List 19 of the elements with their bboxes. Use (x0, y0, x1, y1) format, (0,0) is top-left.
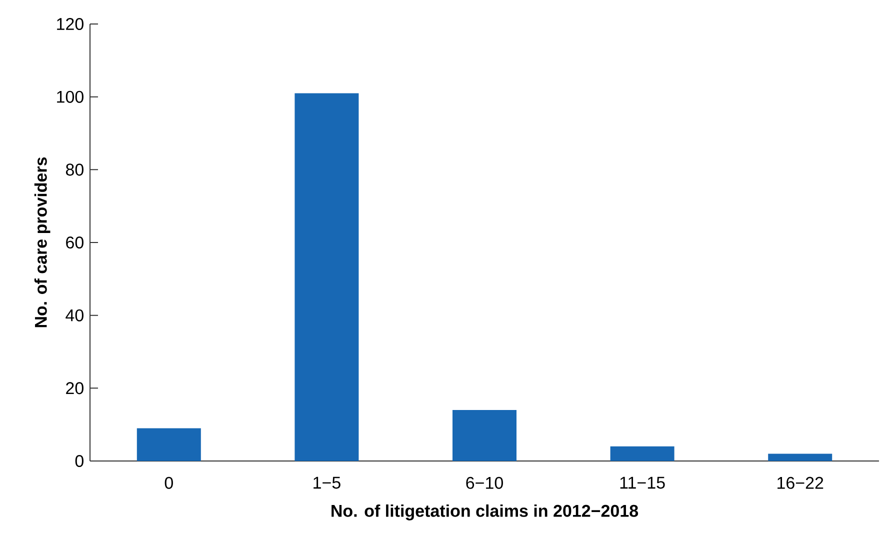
y-tick-label: 100 (57, 90, 84, 103)
y-tick-label: 0 (75, 454, 84, 468)
bar (294, 93, 359, 461)
x-tick-label: 0 (164, 476, 173, 489)
y-tick-label: 80 (66, 164, 84, 176)
y-tick-label: 40 (66, 309, 84, 322)
y-axis-title: No. of care providers (34, 157, 50, 328)
bar (610, 446, 674, 461)
y-tick-label: 20 (66, 382, 84, 394)
bar (452, 410, 516, 461)
x-tick-label: 16−22 (778, 476, 824, 489)
x-tick-label: 1−5 (314, 476, 340, 489)
bar (768, 454, 832, 461)
y-tick-label: 120 (57, 18, 84, 30)
bar (136, 428, 201, 461)
x-tick-label: 6−10 (466, 476, 503, 489)
x-tick-label: 11−15 (620, 476, 665, 489)
x-axis-title: No. of litigetation claims in 2012−2018 (332, 504, 638, 520)
y-tick-label: 60 (66, 236, 84, 249)
